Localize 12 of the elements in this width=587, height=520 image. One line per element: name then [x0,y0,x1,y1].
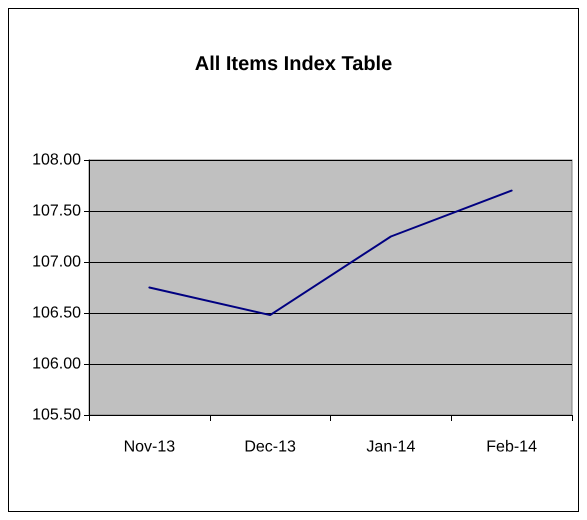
chart-title: All Items Index Table [194,53,392,75]
x-tick-label: Dec-13 [244,438,296,456]
y-tick-label: 106.50 [32,304,82,322]
line-series [148,190,513,316]
x-tick-label: Jan-14 [366,438,416,456]
x-tick-label: Feb-14 [486,438,538,456]
x-tick-label: Nov-13 [124,438,176,456]
y-tick-label: 105.50 [32,406,82,424]
y-tick-label: 107.50 [32,202,82,220]
y-tick-label: 107.00 [32,254,82,270]
y-tick-label: 108.00 [32,152,82,168]
y-tick-label: 106.00 [32,356,82,372]
